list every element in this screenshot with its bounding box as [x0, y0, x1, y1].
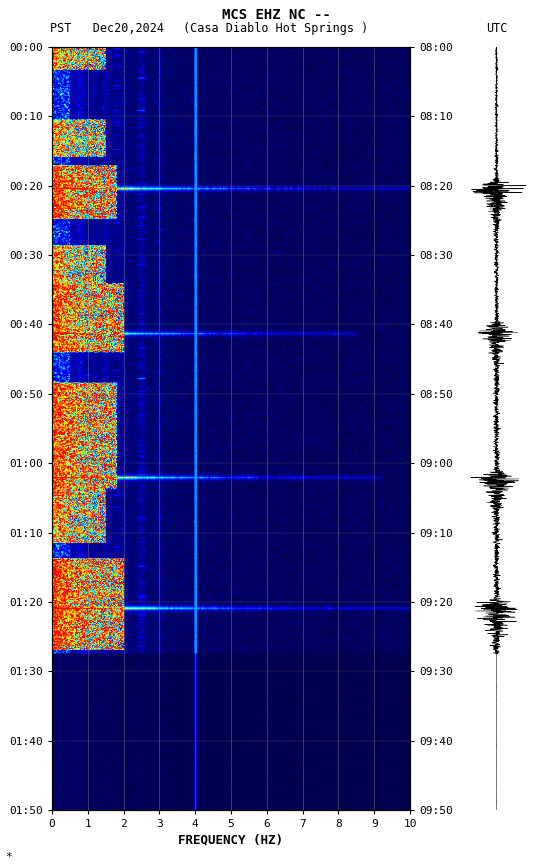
- X-axis label: FREQUENCY (HZ): FREQUENCY (HZ): [178, 833, 284, 846]
- Text: *: *: [6, 852, 12, 861]
- Text: PST   Dec20,2024: PST Dec20,2024: [50, 22, 164, 35]
- Text: UTC: UTC: [486, 22, 507, 35]
- Text: (Casa Diablo Hot Springs ): (Casa Diablo Hot Springs ): [183, 22, 369, 35]
- Text: MCS EHZ NC --: MCS EHZ NC --: [221, 8, 331, 22]
